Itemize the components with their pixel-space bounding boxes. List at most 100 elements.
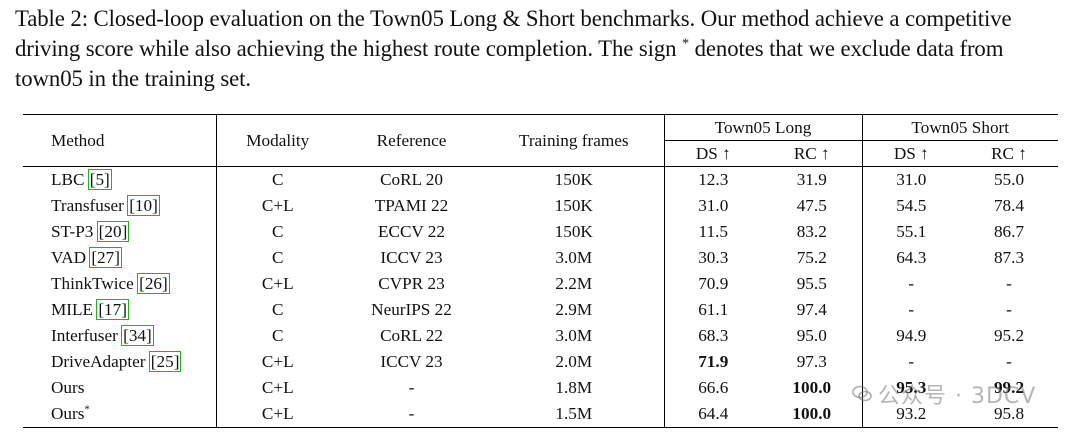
long-ds-cell: 31.0 <box>698 196 729 215</box>
long-ds-cell: 61.1 <box>698 300 729 319</box>
method-cell: ST-P3 [20] <box>23 219 217 245</box>
short-ds-cell: 54.5 <box>896 196 927 215</box>
reference-cell: ICCV 23 <box>380 248 443 267</box>
method-name: MILE <box>51 300 94 319</box>
method-name: Ours <box>51 378 85 397</box>
frames-cell: 150K <box>484 193 665 219</box>
modality-cell: C+L <box>261 196 294 215</box>
table-row: Ours* C+L - 1.5M 64.4 100.0 93.2 95.8 <box>23 401 1058 428</box>
table-row: Transfuser [10] C+L TPAMI 22 150K 31.0 4… <box>23 193 1058 219</box>
long-rc-cell: 31.9 <box>762 166 863 193</box>
short-rc-cell: 86.7 <box>993 222 1025 241</box>
method-name: ThinkTwice <box>51 274 134 293</box>
reference-cell: ECCV 22 <box>377 222 445 241</box>
reference-cell: - <box>408 378 415 397</box>
results-table: Method Modality Reference Training frame… <box>23 114 1058 428</box>
modality-cell: C <box>272 248 284 267</box>
long-rc-cell: 75.2 <box>762 245 863 271</box>
short-ds-cell: - <box>908 352 915 371</box>
reference-cell: ICCV 23 <box>380 352 443 371</box>
table-row: VAD [27] C ICCV 23 3.0M 30.3 75.2 64.3 8… <box>23 245 1058 271</box>
table-row: LBC [5] C CoRL 20 150K 12.3 31.9 31.0 55… <box>23 166 1058 193</box>
short-rc-cell: 95.8 <box>993 404 1025 423</box>
table-row: Ours C+L - 1.8M 66.6 100.0 95.3 99.2 <box>23 375 1058 401</box>
frames-cell: 2.0M <box>484 349 665 375</box>
method-cell: Transfuser [10] <box>23 193 217 219</box>
method-cell: Ours <box>23 375 217 401</box>
citation-link[interactable]: [5] <box>87 169 112 190</box>
short-ds-cell: - <box>908 274 915 293</box>
citation-link[interactable]: [27] <box>89 247 122 268</box>
table-row: ST-P3 [20] C ECCV 22 150K 11.5 83.2 55.1… <box>23 219 1058 245</box>
header-method: Method <box>23 114 217 167</box>
citation-link[interactable]: [25] <box>148 351 182 372</box>
method-cell: Interfuser [34] <box>23 323 217 349</box>
method-name: Ours <box>51 404 85 423</box>
short-rc-cell: 99.2 <box>993 378 1025 397</box>
table-row: MILE [17] C NeurIPS 22 2.9M 61.1 97.4 - … <box>23 297 1058 323</box>
frames-cell: 3.0M <box>484 323 665 349</box>
reference-cell: NeurIPS 22 <box>371 300 452 319</box>
caption-star: * <box>682 36 689 52</box>
modality-cell: C <box>272 300 284 319</box>
long-rc-cell: 100.0 <box>762 401 863 428</box>
long-rc-cell: 83.2 <box>762 219 863 245</box>
citation-link[interactable]: [10] <box>127 195 160 216</box>
long-rc-cell: 95.0 <box>762 323 863 349</box>
long-ds-cell: 71.9 <box>698 352 729 371</box>
long-ds-cell: 11.5 <box>698 222 728 241</box>
short-rc-cell: 95.2 <box>993 326 1025 345</box>
header-short-ds: DS ↑ <box>862 140 960 167</box>
frames-cell: 150K <box>484 166 665 193</box>
header-town05-long: Town05 Long <box>664 114 863 141</box>
short-ds-cell: 94.9 <box>896 326 927 345</box>
exclusion-star: * <box>84 403 90 416</box>
long-rc-cell: 47.5 <box>762 193 863 219</box>
modality-cell: C+L <box>261 404 294 423</box>
short-ds-cell: 64.3 <box>896 248 927 267</box>
frames-cell: 150K <box>484 219 665 245</box>
modality-cell: C <box>272 170 284 189</box>
method-name: Interfuser <box>51 326 118 345</box>
header-modality: Modality <box>216 114 339 167</box>
method-cell: VAD [27] <box>23 245 217 271</box>
frames-cell: 1.8M <box>484 375 665 401</box>
method-cell: DriveAdapter [25] <box>23 349 217 375</box>
short-ds-cell: 93.2 <box>896 404 927 423</box>
watermark: 公众号 · 3DCV <box>852 378 1036 410</box>
header-long-ds: DS ↑ <box>664 140 762 167</box>
citation-link[interactable]: [17] <box>96 299 129 320</box>
long-ds-cell: 12.3 <box>698 170 729 189</box>
modality-cell: C+L <box>261 378 294 397</box>
caption-text: Closed-loop evaluation on the Town05 Lon… <box>15 6 1012 61</box>
caption-label: Table 2: <box>15 6 88 31</box>
method-cell: LBC [5] <box>23 166 217 193</box>
method-name: VAD <box>51 248 87 267</box>
long-ds-cell: 64.4 <box>698 404 729 423</box>
short-rc-cell: - <box>1006 352 1012 371</box>
long-ds-cell: 70.9 <box>698 274 729 293</box>
short-rc-cell: - <box>1006 300 1012 319</box>
reference-cell: CoRL 22 <box>380 326 443 345</box>
method-cell: Ours* <box>23 401 217 428</box>
citation-link[interactable]: [34] <box>121 325 154 346</box>
watermark-text: 公众号 · 3DCV <box>878 384 1037 409</box>
short-rc-cell: 87.3 <box>993 248 1025 267</box>
method-name: LBC <box>51 170 85 189</box>
table-row: Interfuser [34] C CoRL 22 3.0M 68.3 95.0… <box>23 323 1058 349</box>
reference-cell: CoRL 20 <box>380 170 443 189</box>
short-rc-cell: 78.4 <box>993 196 1025 215</box>
short-rc-cell: - <box>1006 274 1012 293</box>
citation-link[interactable]: [26] <box>137 273 170 294</box>
short-ds-cell: 31.0 <box>896 170 927 189</box>
caption-text-after: denotes that we exclude data from town05… <box>15 36 1004 91</box>
citation-link[interactable]: [20] <box>96 221 130 242</box>
long-rc-cell: 95.5 <box>762 271 863 297</box>
frames-cell: 2.2M <box>484 271 665 297</box>
table-row: DriveAdapter [25] C+L ICCV 23 2.0M 71.9 … <box>23 349 1058 375</box>
long-ds-cell: 66.6 <box>698 378 729 397</box>
frames-cell: 1.5M <box>484 401 665 428</box>
header-short-rc: RC ↑ <box>960 140 1058 167</box>
header-reference: Reference <box>339 114 484 167</box>
short-ds-cell: 55.1 <box>896 222 927 241</box>
